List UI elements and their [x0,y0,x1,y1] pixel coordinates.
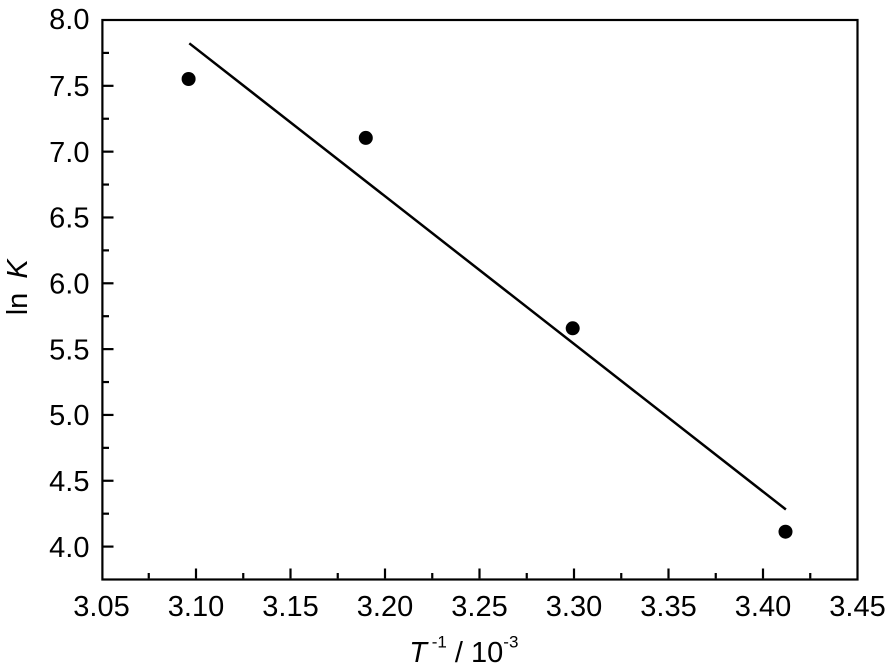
svg-text:7.5: 7.5 [49,71,89,103]
svg-text:4.5: 4.5 [49,466,89,498]
svg-text:3.35: 3.35 [640,591,696,623]
svg-text:3.40: 3.40 [735,591,791,623]
svg-text:3.25: 3.25 [451,591,507,623]
svg-text:5.5: 5.5 [49,334,89,366]
svg-text:T -1 / 10-3: T -1 / 10-3 [409,632,518,665]
svg-text:3.45: 3.45 [829,591,885,623]
svg-text:5.0: 5.0 [49,400,89,432]
svg-text:3.15: 3.15 [262,591,318,623]
svg-text:3.30: 3.30 [546,591,602,623]
svg-text:3.10: 3.10 [168,591,224,623]
svg-text:6.5: 6.5 [49,203,89,235]
svg-text:3.05: 3.05 [73,591,129,623]
svg-text:4.0: 4.0 [49,532,89,564]
svg-text:8.0: 8.0 [49,4,89,36]
svg-text:ln K: ln K [2,258,34,316]
svg-text:7.0: 7.0 [49,137,89,169]
svg-text:6.0: 6.0 [49,269,89,301]
svg-text:3.20: 3.20 [357,591,413,623]
